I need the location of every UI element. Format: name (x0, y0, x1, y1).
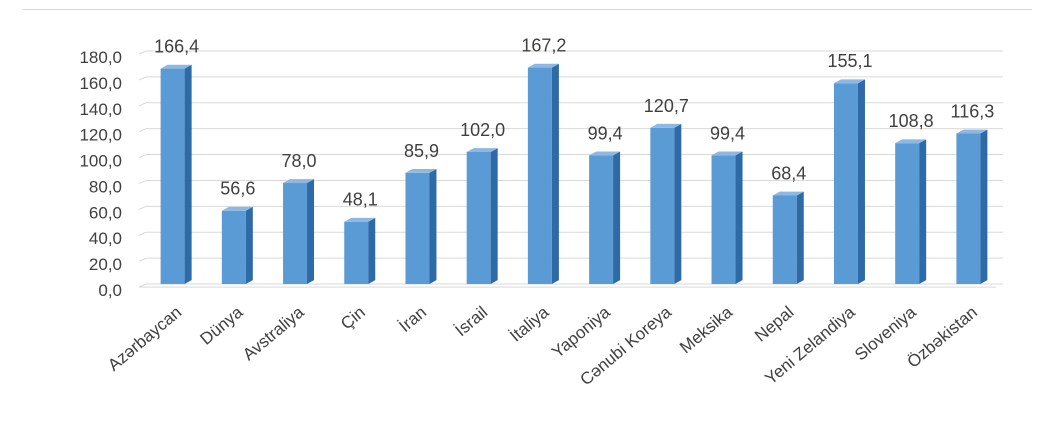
bar-side (429, 168, 437, 284)
y-tick-label: 160,0 (79, 74, 122, 93)
data-label: 56,6 (220, 179, 255, 199)
bar (650, 127, 675, 284)
bar-top (405, 168, 437, 173)
bar-side (674, 123, 682, 284)
x-tick-label: Nepal (751, 303, 797, 346)
bar-top (772, 191, 804, 196)
y-tick-label: 0,0 (98, 281, 122, 300)
y-tick-label: 180,0 (79, 48, 122, 67)
data-label: 116,3 (951, 101, 995, 121)
bar (772, 195, 797, 284)
data-label: 120,7 (644, 96, 689, 116)
y-tick-label: 20,0 (89, 255, 122, 274)
bar (405, 172, 430, 284)
x-tick-label: Meksika (676, 302, 736, 357)
x-tick-label: Azərbaycan (104, 303, 185, 375)
bar-side (796, 191, 804, 284)
bar-top (527, 63, 559, 68)
x-tick-label: Dünya (197, 302, 247, 348)
x-tick-label: Çin (337, 303, 369, 334)
bar-top (160, 64, 192, 69)
gridline-depth (138, 231, 147, 236)
bar (283, 183, 308, 284)
bar-side (368, 217, 376, 284)
bar-top (283, 179, 315, 184)
gridline-depth (138, 257, 147, 262)
gridline-depth (138, 50, 147, 55)
bar (956, 133, 981, 284)
bar (527, 67, 552, 285)
bar-side (919, 139, 927, 284)
data-label: 99,4 (588, 123, 623, 143)
bar-top (711, 151, 743, 156)
data-label: 155,1 (827, 51, 872, 71)
bar (221, 210, 246, 284)
bar-side (307, 179, 315, 284)
gridline-depth (138, 283, 147, 288)
data-label: 99,4 (710, 123, 745, 143)
y-tick-label: 100,0 (79, 152, 122, 171)
y-tick-label: 80,0 (89, 177, 122, 196)
bar-side (245, 206, 253, 284)
gridline-depth (138, 102, 147, 107)
bar-top (833, 79, 865, 84)
bar (833, 83, 858, 285)
data-label: 102,0 (460, 120, 505, 140)
bar (466, 151, 491, 284)
data-label: 68,4 (771, 163, 806, 183)
bar (589, 155, 614, 284)
bar-side (857, 79, 865, 284)
data-label: 85,9 (404, 141, 439, 161)
x-tick-label: İran (395, 303, 430, 336)
bar-top (895, 139, 927, 144)
gridline-depth (138, 205, 147, 210)
y-tick-label: 140,0 (79, 100, 122, 119)
data-label: 78,0 (282, 151, 317, 171)
gridline-depth (138, 76, 147, 81)
x-tick-label: İtaliya (506, 302, 553, 345)
gridline-depth (138, 154, 147, 159)
bar (344, 221, 369, 284)
bar-side (980, 129, 988, 284)
bar (895, 143, 920, 284)
bar (711, 155, 736, 284)
y-tick-label: 120,0 (79, 126, 122, 145)
bar (160, 68, 185, 284)
data-label: 48,1 (343, 190, 378, 210)
data-label: 167,2 (521, 36, 566, 56)
bar-side (551, 63, 559, 284)
gridline-depth (138, 179, 147, 185)
gridline-depth (138, 128, 147, 133)
y-tick-label: 60,0 (89, 203, 122, 222)
y-tick-label: 40,0 (89, 229, 122, 248)
bar-top (589, 151, 621, 156)
bar-side (735, 151, 743, 284)
data-label: 166,4 (154, 37, 199, 57)
bar-top (650, 123, 682, 128)
top-divider (22, 9, 1032, 10)
bar-top (956, 129, 988, 134)
bar-side (184, 64, 192, 284)
bar-top (221, 206, 253, 211)
bar-side (613, 151, 621, 284)
bar-top (466, 148, 498, 152)
bar-top (344, 217, 376, 222)
data-label: 108,8 (889, 111, 934, 131)
bar-side (490, 148, 498, 284)
x-tick-label: Avstraliya (239, 302, 308, 364)
x-tick-label: İsrail (452, 303, 492, 341)
